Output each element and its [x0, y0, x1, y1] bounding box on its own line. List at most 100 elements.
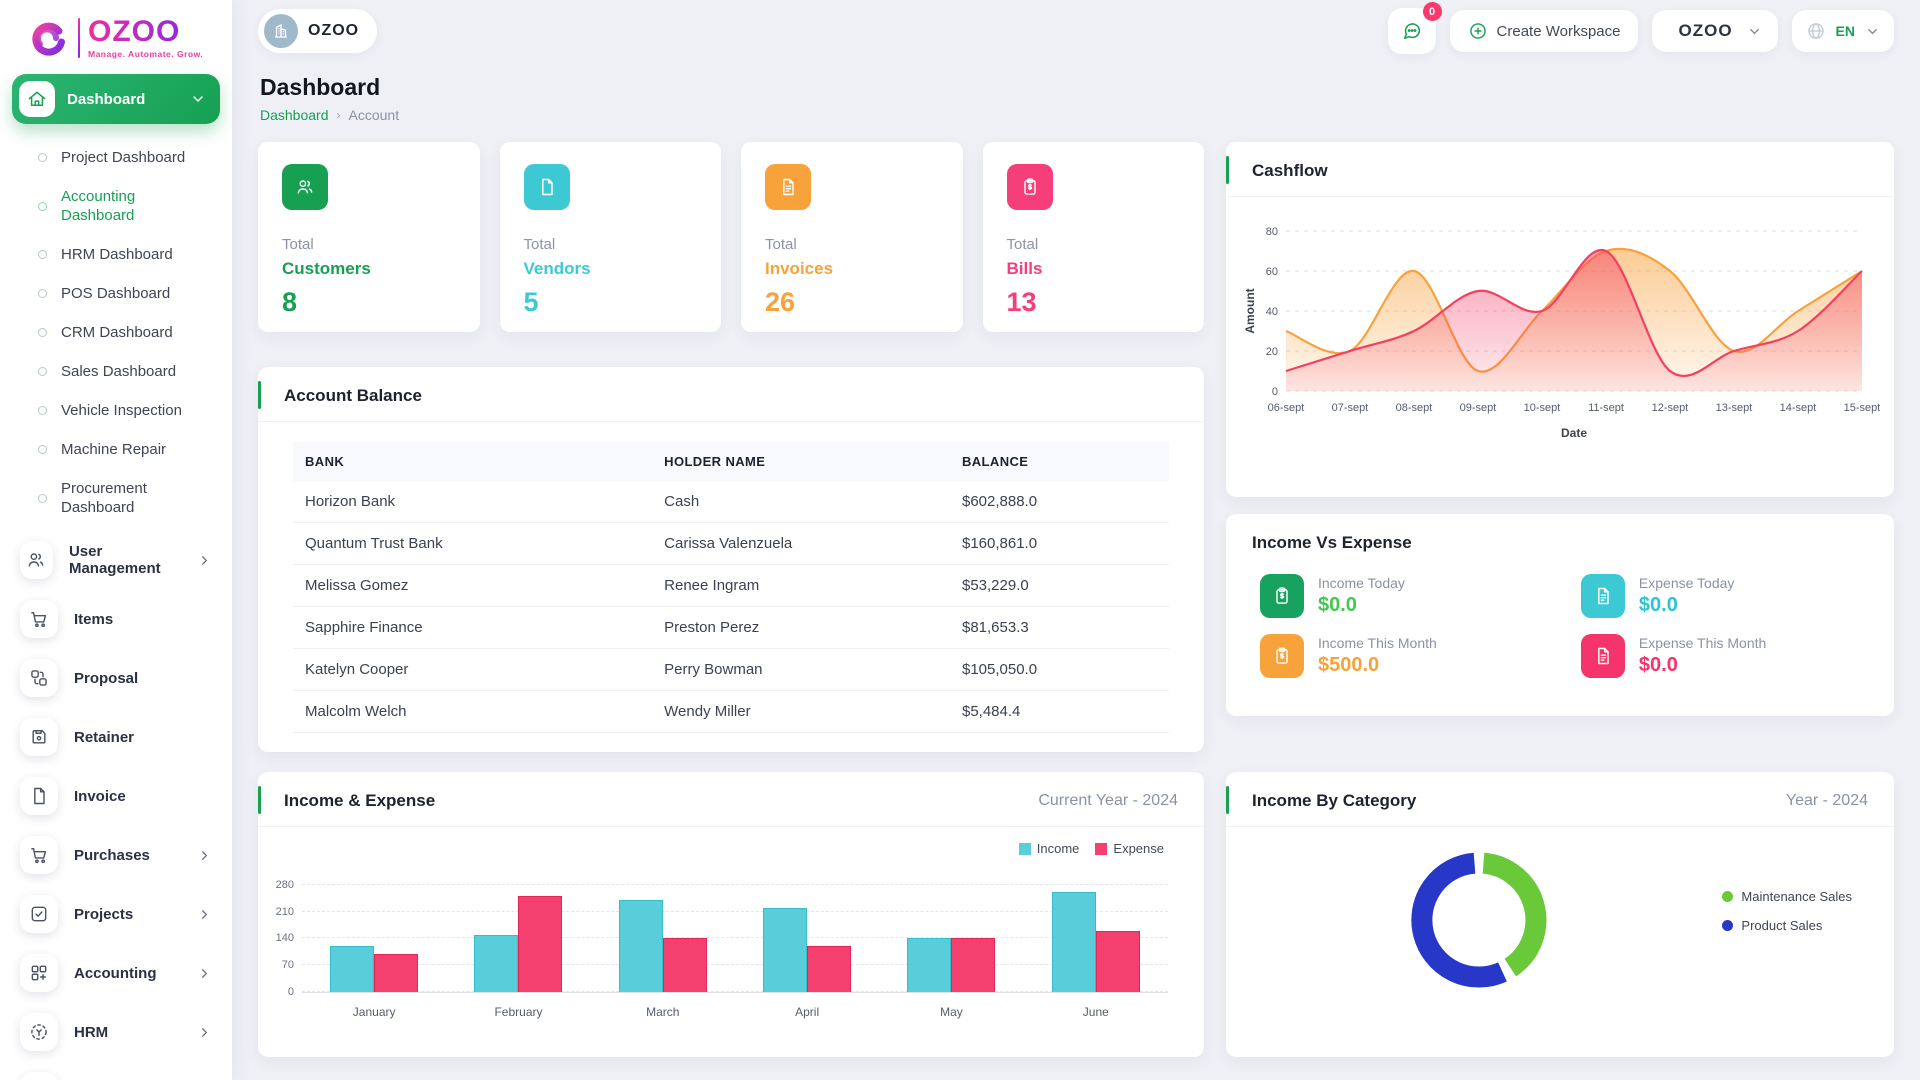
- home-icon: [19, 81, 55, 117]
- income-expense-chart-card: Income & Expense Current Year - 2024 Inc…: [258, 772, 1204, 1057]
- sidebar-item-pos-dashboard[interactable]: POS Dashboard: [12, 274, 220, 313]
- ive-label: Expense This Month: [1638, 635, 1767, 651]
- sidebar-item-projects[interactable]: Projects: [12, 889, 220, 939]
- chevron-down-icon: [1747, 24, 1762, 39]
- stat-card-vendors: Total Vendors 5: [499, 142, 721, 332]
- gridline: 210: [276, 906, 1168, 918]
- table-cell: Renee Ingram: [652, 564, 950, 607]
- sidebar-item-procurement[interactable]: Procurement: [12, 1066, 220, 1080]
- table-cell: $160,861.0: [949, 522, 1169, 565]
- sidebar-item-crm-dashboard[interactable]: CRM Dashboard: [12, 313, 220, 352]
- x-axis-label: February: [494, 1005, 543, 1019]
- table-cell: Carissa Valenzuela: [652, 522, 950, 565]
- chevron-right-icon: [197, 553, 212, 568]
- sidebar-item-hrm-dashboard[interactable]: HRM Dashboard: [12, 235, 220, 274]
- svg-text:0: 0: [1272, 386, 1278, 398]
- swap-icon: [20, 659, 58, 697]
- income-vs-expense-grid: Income Today $0.0 Expense Today $0.0 Income …: [1226, 568, 1894, 678]
- bullet-ring-icon: [38, 406, 47, 415]
- table-cell: $53,229.0: [949, 564, 1169, 607]
- bar-group-may: [907, 938, 996, 992]
- donut-chart: [1394, 835, 1564, 1010]
- workspace-dropdown[interactable]: OZOO: [1652, 10, 1778, 52]
- sidebar-sections: User Management Items Proposal Retainer Invo…: [12, 535, 220, 1080]
- sidebar-item-sales-dashboard[interactable]: Sales Dashboard: [12, 352, 220, 391]
- legend-item-product-sales: Product Sales: [1722, 918, 1852, 933]
- doc-icon: [523, 164, 570, 210]
- table-cell: Quantum Trust Bank: [293, 522, 653, 565]
- sidebar-item-machine-repair[interactable]: Machine Repair: [12, 430, 220, 469]
- table-cell: Wendy Miller: [652, 690, 950, 733]
- stat-card-invoices: Total Invoices 26: [741, 142, 963, 332]
- table-row: Malcolm Welch Wendy Miller $5,484.4: [293, 690, 1169, 733]
- main-area: OZOO 0 Create Workspace: [232, 0, 1920, 1057]
- plus-circle-icon: [1468, 21, 1488, 41]
- table-column-header: HOLDER NAME: [652, 442, 950, 481]
- x-axis-label: March: [646, 1005, 680, 1019]
- table-cell: Preston Perez: [652, 606, 950, 649]
- chevron-right-icon: [197, 848, 212, 863]
- cashflow-card: Cashflow 0 20 40 60 80 06-sept 07-se: [1226, 142, 1894, 497]
- expense-bar: [951, 938, 996, 992]
- table-cell: Perry Bowman: [652, 648, 950, 691]
- sidebar-item-invoice[interactable]: Invoice: [12, 771, 220, 821]
- chevron-down-icon: [1865, 24, 1880, 39]
- create-workspace-button[interactable]: Create Workspace: [1449, 10, 1639, 52]
- language-dropdown[interactable]: EN: [1791, 10, 1894, 52]
- bill-icon: [1260, 574, 1304, 618]
- svg-text:Date: Date: [1561, 426, 1587, 440]
- sidebar-item-accounting[interactable]: Accounting: [12, 948, 220, 998]
- bill-icon: [1006, 164, 1053, 210]
- table-row: Katelyn Cooper Perry Bowman $105,050.0: [293, 648, 1169, 691]
- account-balance-card: Account Balance BANK HOLDER NAME BALANCE H…: [258, 367, 1204, 752]
- sidebar-item-retainer[interactable]: Retainer: [12, 712, 220, 762]
- breadcrumb-link-dashboard[interactable]: Dashboard: [260, 107, 329, 123]
- sidebar-item-vehicle-inspection[interactable]: Vehicle Inspection: [12, 391, 220, 430]
- logo-icon: [32, 22, 65, 56]
- svg-text:09-sept: 09-sept: [1460, 402, 1497, 414]
- grid-plus-icon: [20, 954, 58, 992]
- chat-button[interactable]: 0: [1387, 2, 1442, 54]
- logo-text: OZOO: [88, 17, 203, 47]
- income-vs-expense-card: Income Vs Expense Income Today $0.0 Expens…: [1226, 514, 1894, 716]
- page-title: Dashboard: [260, 74, 381, 100]
- breadcrumb-current: Account: [348, 107, 400, 123]
- legend-item-expense: Expense: [1095, 841, 1164, 856]
- sidebar-item-items[interactable]: Items: [12, 594, 220, 644]
- sidebar-item-project-dashboard[interactable]: Project Dashboard: [12, 138, 220, 177]
- chevron-down-icon: [190, 91, 206, 107]
- invoice-icon: [765, 164, 811, 210]
- sidebar-item-accounting-dashboard[interactable]: Accounting Dashboard: [12, 177, 220, 235]
- sidebar-item-user-management[interactable]: User Management: [12, 535, 220, 585]
- svg-text:10-sept: 10-sept: [1524, 402, 1561, 414]
- sidebar-item-procurement-dashboard[interactable]: Procurement Dashboard: [12, 469, 220, 527]
- table-cell: Malcolm Welch: [293, 690, 653, 733]
- ive-value: $0.0: [1638, 594, 1678, 616]
- sidebar-item-dashboard[interactable]: Dashboard: [12, 74, 220, 124]
- table-row: Sapphire Finance Preston Perez $81,653.3: [293, 606, 1169, 649]
- building-icon: [264, 14, 298, 48]
- table-cell: $105,050.0: [949, 648, 1169, 691]
- table-column-header: BALANCE: [949, 442, 1169, 481]
- table-row: Quantum Trust Bank Carissa Valenzuela $160…: [293, 522, 1169, 565]
- stat-name: Customers: [282, 259, 371, 278]
- sidebar: OZOO Manage. Automate. Grow. Dashboard P…: [0, 0, 232, 1080]
- income-bar: [474, 934, 519, 992]
- expense-bar: [662, 938, 707, 992]
- sidebar-item-purchases[interactable]: Purchases: [12, 830, 220, 880]
- x-axis-label: May: [940, 1005, 963, 1019]
- svg-text:Amount: Amount: [1243, 288, 1257, 333]
- bar-chart-x-labels: January February March April May June: [302, 1005, 1168, 1019]
- bullet-ring-icon: [38, 201, 47, 211]
- stat-total-label: Total: [523, 236, 556, 253]
- donut-segment-maintenance-sales: [1482, 852, 1547, 977]
- gridline: 140: [276, 932, 1168, 944]
- chevron-right-icon: [197, 907, 212, 922]
- gridline: 280: [276, 879, 1168, 891]
- sidebar-item-hrm[interactable]: HRM: [12, 1007, 220, 1057]
- donut-legend: Maintenance Sales Product Sales: [1722, 889, 1852, 933]
- table-cell: Katelyn Cooper: [293, 648, 653, 691]
- stat-value: 13: [1006, 287, 1037, 317]
- workspace-pill[interactable]: OZOO: [258, 9, 378, 53]
- sidebar-item-proposal[interactable]: Proposal: [12, 653, 220, 703]
